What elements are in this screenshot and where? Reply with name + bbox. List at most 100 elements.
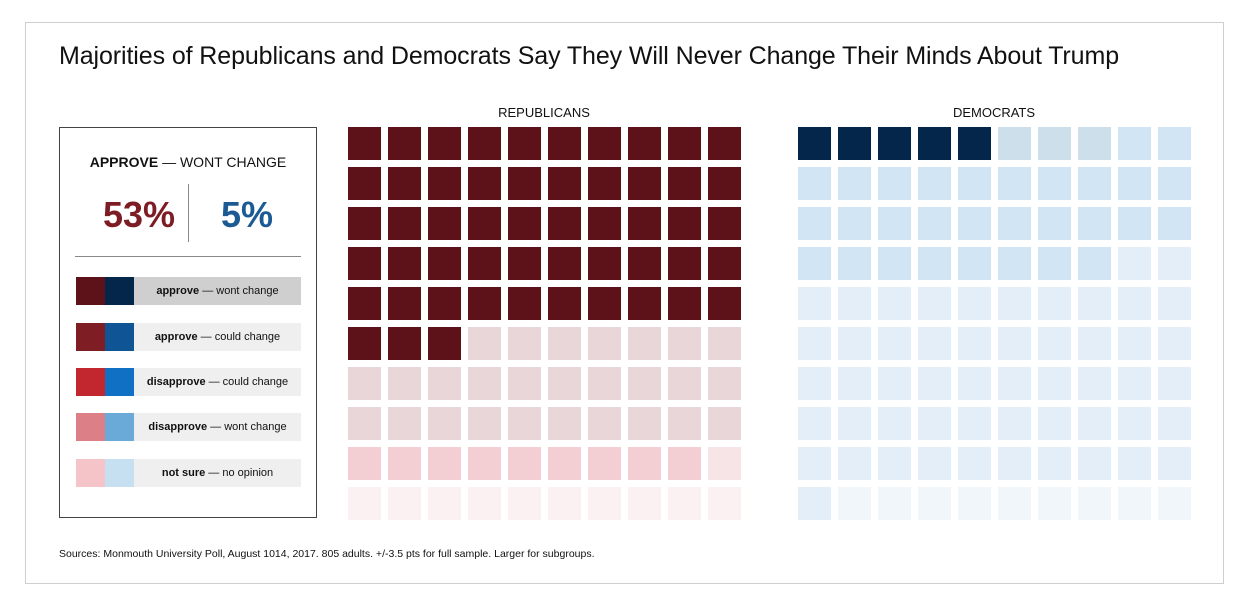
waffle-cell: [1118, 247, 1151, 280]
waffle-cell: [668, 447, 701, 480]
waffle-cell: [508, 407, 541, 440]
waffle-cell: [1158, 327, 1191, 360]
waffle-cell: [958, 207, 991, 240]
chart-title: Majorities of Republicans and Democrats …: [59, 42, 1119, 70]
waffle-cell: [1158, 487, 1191, 520]
waffle-cell: [548, 207, 581, 240]
waffle-cell: [468, 407, 501, 440]
waffle-cell: [708, 287, 741, 320]
legend-item-label: disapprove — wont change: [134, 413, 301, 441]
waffle-cell: [348, 407, 381, 440]
waffle-cell: [548, 327, 581, 360]
waffle-cell: [998, 207, 1031, 240]
waffle-cell: [1158, 447, 1191, 480]
waffle-cell: [508, 327, 541, 360]
dem-swatch: [105, 323, 134, 351]
waffle-cell: [348, 327, 381, 360]
waffle-cell: [428, 367, 461, 400]
waffle-cell: [468, 207, 501, 240]
waffle-cell: [428, 167, 461, 200]
waffle-cell: [838, 327, 871, 360]
waffle-cell: [1038, 287, 1071, 320]
waffle-cell: [918, 167, 951, 200]
waffle-cell: [878, 407, 911, 440]
waffle-cell: [958, 247, 991, 280]
waffle-cell: [428, 127, 461, 160]
waffle-cell: [838, 447, 871, 480]
waffle-cell: [428, 287, 461, 320]
waffle-cell: [1038, 407, 1071, 440]
waffle-cell: [388, 327, 421, 360]
legend-item-label: not sure — no opinion: [134, 459, 301, 487]
waffle-cell: [958, 407, 991, 440]
waffle-cell: [1078, 367, 1111, 400]
waffle-cell: [388, 367, 421, 400]
waffle-cell: [508, 207, 541, 240]
source-note: Sources: Monmouth University Poll, Augus…: [59, 548, 595, 560]
waffle-cell: [958, 367, 991, 400]
waffle-cell: [838, 407, 871, 440]
democrats-waffle: [798, 127, 1191, 520]
waffle-cell: [798, 127, 831, 160]
waffle-cell: [668, 367, 701, 400]
waffle-cell: [708, 127, 741, 160]
waffle-cell: [998, 287, 1031, 320]
waffle-cell: [468, 487, 501, 520]
waffle-cell: [918, 447, 951, 480]
waffle-cell: [1158, 407, 1191, 440]
waffle-cell: [878, 367, 911, 400]
dem-swatch: [105, 277, 134, 305]
waffle-cell: [798, 487, 831, 520]
waffle-cell: [588, 447, 621, 480]
legend-item[interactable]: not sure — no opinion: [76, 459, 301, 487]
waffle-cell: [838, 207, 871, 240]
waffle-cell: [838, 367, 871, 400]
waffle-cell: [628, 207, 661, 240]
waffle-cell: [998, 327, 1031, 360]
rep-swatch: [76, 323, 105, 351]
waffle-cell: [588, 207, 621, 240]
waffle-cell: [798, 287, 831, 320]
waffle-cell: [998, 367, 1031, 400]
waffle-cell: [1038, 127, 1071, 160]
waffle-cell: [348, 247, 381, 280]
legend-item[interactable]: disapprove — could change: [76, 368, 301, 396]
waffle-cell: [548, 367, 581, 400]
waffle-cell: [508, 447, 541, 480]
legend-item[interactable]: disapprove — wont change: [76, 413, 301, 441]
waffle-cell: [1118, 167, 1151, 200]
waffle-cell: [798, 247, 831, 280]
waffle-cell: [1038, 447, 1071, 480]
waffle-cell: [838, 127, 871, 160]
waffle-cell: [548, 487, 581, 520]
republican-percent: 53%: [102, 194, 176, 235]
waffle-cell: [918, 407, 951, 440]
waffle-cell: [708, 447, 741, 480]
dem-swatch: [105, 368, 134, 396]
waffle-cell: [1078, 167, 1111, 200]
waffle-cell: [918, 287, 951, 320]
waffle-cell: [548, 247, 581, 280]
waffle-cell: [388, 167, 421, 200]
waffle-cell: [1078, 247, 1111, 280]
waffle-cell: [388, 447, 421, 480]
waffle-cell: [998, 487, 1031, 520]
waffle-cell: [798, 407, 831, 440]
waffle-cell: [708, 487, 741, 520]
waffle-cell: [998, 167, 1031, 200]
waffle-cell: [1078, 287, 1111, 320]
waffle-cell: [348, 167, 381, 200]
waffle-cell: [1118, 487, 1151, 520]
waffle-cell: [1118, 287, 1151, 320]
waffle-cell: [468, 447, 501, 480]
waffle-cell: [548, 127, 581, 160]
legend-item[interactable]: approve — could change: [76, 323, 301, 351]
waffle-cell: [958, 487, 991, 520]
waffle-cell: [388, 207, 421, 240]
legend-item-label: disapprove — could change: [134, 368, 301, 396]
waffle-cell: [1078, 407, 1111, 440]
legend-item[interactable]: approve — wont change: [76, 277, 301, 305]
headline-bold: APPROVE: [89, 154, 159, 170]
waffle-cell: [388, 247, 421, 280]
republicans-waffle: [348, 127, 741, 520]
